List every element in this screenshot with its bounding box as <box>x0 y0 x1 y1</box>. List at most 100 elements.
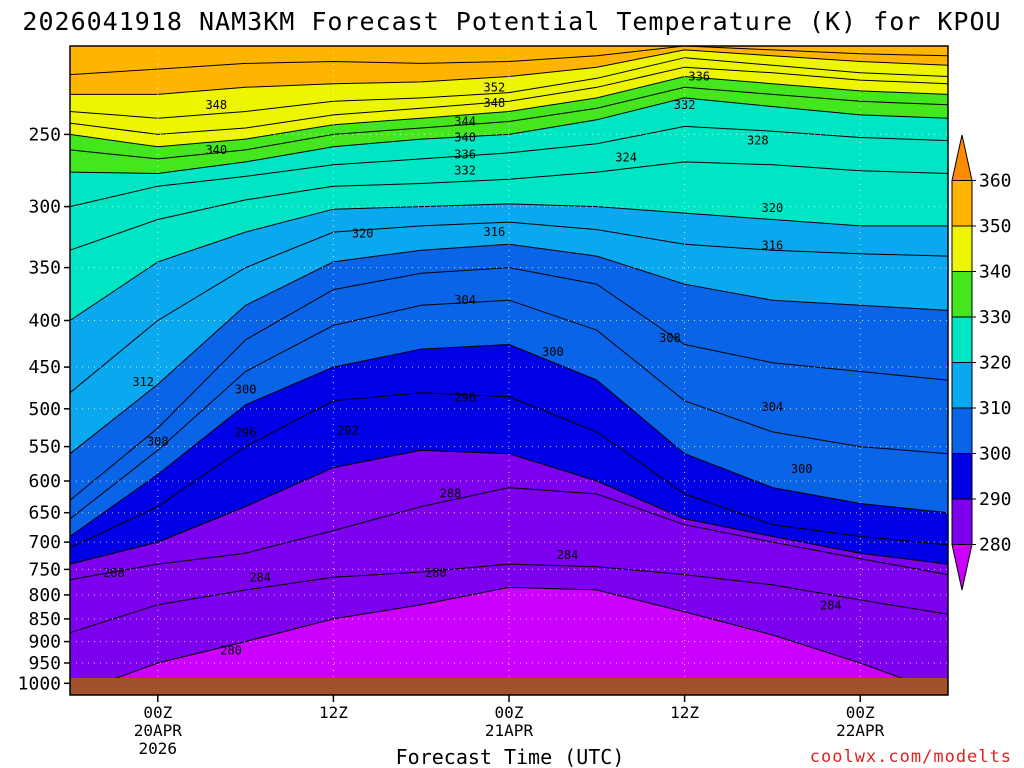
xtick-label-0-1: 20APR <box>134 721 183 740</box>
isentrope-280 <box>69 586 949 696</box>
isentrope-288 <box>69 487 949 581</box>
ytick-label-1000: 1000 <box>18 673 61 694</box>
contour-label-280: 280 <box>425 566 447 580</box>
xtick-label-24-1: 21APR <box>485 721 534 740</box>
contour-label-332: 332 <box>674 98 696 112</box>
contour-label-312: 312 <box>132 375 154 389</box>
ytick-label-950: 950 <box>28 653 61 674</box>
contour-label-300: 300 <box>791 462 813 476</box>
contour-label-284: 284 <box>249 571 271 585</box>
colorbar-band-350 <box>951 180 973 227</box>
isentrope-316 <box>69 221 949 394</box>
contour-label-304: 304 <box>454 293 476 307</box>
colorbar-label-330: 330 <box>979 307 1012 328</box>
contour-label-296: 296 <box>454 391 476 405</box>
ytick-label-550: 550 <box>28 437 61 458</box>
x-axis-label: Forecast Time (UTC) <box>396 745 625 768</box>
contour-label-316: 316 <box>762 239 784 253</box>
contour-label-300: 300 <box>542 345 564 359</box>
band-280 <box>70 564 948 695</box>
contour-label-316: 316 <box>484 225 506 239</box>
isentrope-320 <box>69 203 948 321</box>
ytick-label-350: 350 <box>28 258 61 279</box>
contour-label-284: 284 <box>820 599 842 613</box>
isentrope-328 <box>69 125 949 208</box>
band-356 <box>70 46 948 75</box>
contour-label-324: 324 <box>615 150 637 164</box>
band-328 <box>70 97 948 207</box>
isentrope-348 <box>69 57 949 119</box>
isentrope-284 <box>69 563 949 634</box>
colorbar-label-310: 310 <box>979 398 1012 419</box>
contour-label-296: 296 <box>235 426 257 440</box>
colorbar-label-350: 350 <box>979 216 1012 237</box>
band-300 <box>70 300 948 537</box>
ytick-label-500: 500 <box>28 399 61 420</box>
isentrope-304 <box>69 299 949 520</box>
colorbar-band-320 <box>951 316 973 363</box>
contour-label-288: 288 <box>103 566 125 580</box>
band-320 <box>70 161 948 321</box>
contour-label-332: 332 <box>454 164 476 178</box>
isentrope-356 <box>69 45 949 76</box>
xtick-label-0-0: 00Z <box>143 703 172 722</box>
colorbar-band-300 <box>951 407 973 454</box>
xtick-label-0-2: 2026 <box>139 739 178 758</box>
colorbar-band-360 <box>951 134 973 181</box>
credit-link[interactable]: coolwx.com/modelts <box>810 747 1012 767</box>
isentrope-300 <box>69 343 949 537</box>
band-296 <box>70 344 948 548</box>
ytick-label-850: 850 <box>28 609 61 630</box>
band-348 <box>70 49 948 119</box>
contour-label-328: 328 <box>747 134 769 148</box>
colorbar-band-290 <box>951 453 973 500</box>
colorbar-label-360: 360 <box>979 171 1012 192</box>
contour-label-336: 336 <box>454 147 476 161</box>
xtick-label-48-0: 00Z <box>846 703 875 722</box>
isentrope-344 <box>69 66 949 135</box>
isentrope-292 <box>69 449 949 565</box>
ytick-label-700: 700 <box>28 532 61 553</box>
colorbar-label-280: 280 <box>979 535 1012 556</box>
ytick-label-800: 800 <box>28 585 61 606</box>
band-344 <box>70 57 948 135</box>
ytick-label-650: 650 <box>28 503 61 524</box>
band-292 <box>70 392 948 565</box>
ytick-label-450: 450 <box>28 357 61 378</box>
contour-label-308: 308 <box>147 435 169 449</box>
chart-title: 2026041918 NAM3KM Forecast Potential Tem… <box>22 7 1001 36</box>
xtick-label-12-0: 12Z <box>319 703 348 722</box>
band-284 <box>70 487 948 633</box>
band-308 <box>70 244 948 501</box>
contour-label-288: 288 <box>440 486 462 500</box>
contour-label-344: 344 <box>454 115 476 129</box>
colorbar-label-300: 300 <box>979 444 1012 465</box>
contour-label-348: 348 <box>205 98 227 112</box>
contour-label-284: 284 <box>557 548 579 562</box>
ytick-label-300: 300 <box>28 197 61 218</box>
isentrope-324 <box>69 161 949 251</box>
band-312 <box>70 222 948 454</box>
ytick-label-750: 750 <box>28 559 61 580</box>
colorbar-band-310 <box>951 362 973 409</box>
band-304 <box>70 267 948 519</box>
isentrope-296 <box>69 392 949 549</box>
ytick-label-600: 600 <box>28 471 61 492</box>
colorbar-label-290: 290 <box>979 489 1012 510</box>
y-axis: 2503003504004505005506006507007508008509… <box>18 124 70 694</box>
colorbar-band-270 <box>951 544 973 591</box>
xtick-label-48-1: 22APR <box>836 721 885 740</box>
ytick-label-400: 400 <box>28 311 61 332</box>
ytick-label-900: 900 <box>28 632 61 653</box>
ground-strip <box>70 678 948 695</box>
contour-label-340: 340 <box>454 131 476 145</box>
isentrope-340 <box>69 75 949 148</box>
ytick-label-250: 250 <box>28 124 61 145</box>
band-288 <box>70 450 948 580</box>
contour-label-308: 308 <box>659 331 681 345</box>
isentrope-336 <box>69 86 949 160</box>
colorbar-band-340 <box>951 225 973 272</box>
colorbar-label-320: 320 <box>979 353 1012 374</box>
